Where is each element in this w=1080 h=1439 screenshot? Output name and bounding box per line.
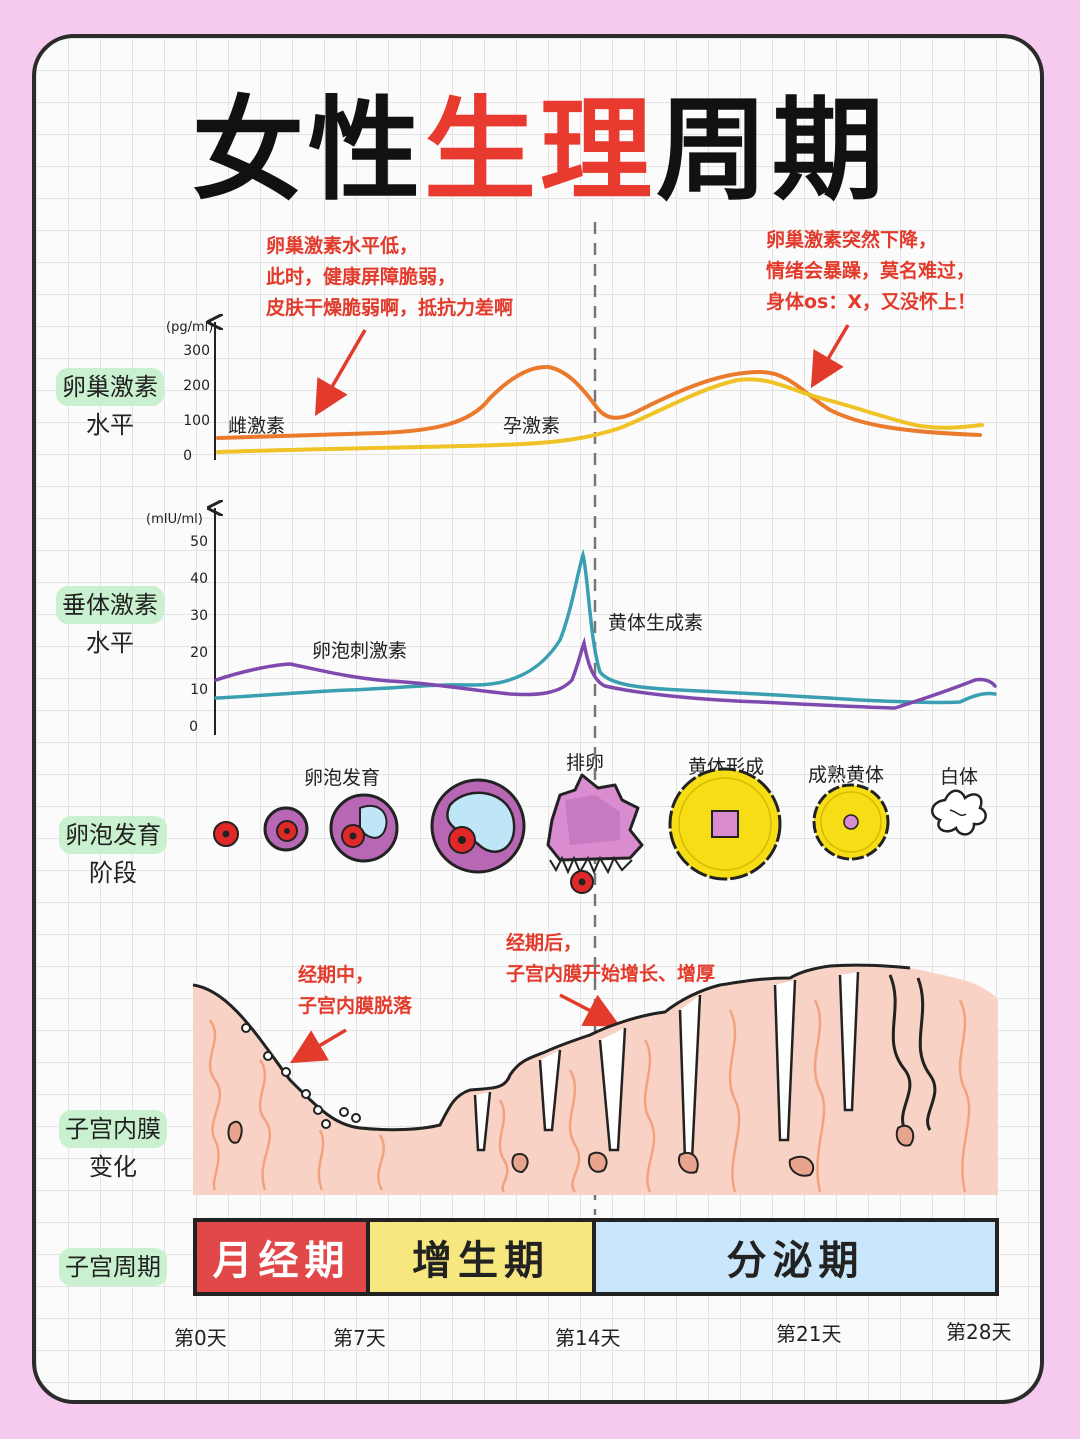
section-label-follicle-line2: 阶段 <box>89 859 137 887</box>
section-label-ovarian: 卵巢激素 水平 <box>45 368 175 444</box>
ovarian-unit: (pg/ml) <box>166 320 214 335</box>
uterine-phase-bar: 月经期 增生期 分泌期 <box>193 1218 999 1296</box>
pituitary-tick: 20 <box>190 645 208 661</box>
follicle-small-1 <box>213 821 239 847</box>
ovarian-tick: 300 <box>183 343 210 359</box>
fsh-curve <box>214 636 997 710</box>
corpus-luteum-forming <box>668 767 782 881</box>
follicle-small-2 <box>263 806 309 852</box>
page-title: 女性生理周期 <box>0 60 1080 222</box>
section-label-endometrium-line2: 变化 <box>89 1153 137 1181</box>
section-label-pituitary-line1: 垂体激素 <box>56 586 164 624</box>
pituitary-tick: 10 <box>190 682 208 698</box>
annotation-menses: 经期中， 子宫内膜脱落 <box>298 960 412 1022</box>
phase-secretory: 分泌期 <box>596 1222 995 1292</box>
annotation-low-hormone-line3: 皮肤干燥脆弱啊，抵抗力差啊 <box>266 297 514 319</box>
section-label-follicle-line1: 卵泡发育 <box>59 816 167 854</box>
annotation-low-hormone-line1: 卵巢激素水平低， <box>266 235 419 257</box>
title-part3: 周期 <box>656 86 888 216</box>
annotation-low-hormone-line2: 此时，健康屏障脆弱， <box>266 266 457 288</box>
annotation-hormone-drop: 卵巢激素突然下降， 情绪会暴躁，莫名难过， 身体os：X，又没怀上！ <box>766 225 976 318</box>
follicle-growing <box>329 793 399 863</box>
annotation-hormone-drop-line2: 情绪会暴躁，莫名难过， <box>766 260 976 282</box>
ovarian-tick: 100 <box>183 413 210 429</box>
pituitary-tick: 30 <box>190 608 208 624</box>
annotation-hormone-drop-line3: 身体os：X，又没怀上！ <box>766 291 977 313</box>
annotation-post-menses-line2: 子宫内膜开始增长、增厚 <box>506 963 716 985</box>
corpus-albicans <box>931 789 987 836</box>
section-label-uterine-cycle-text: 子宫周期 <box>59 1248 167 1286</box>
pituitary-tick: 40 <box>190 571 208 587</box>
section-label-ovarian-line2: 水平 <box>86 411 134 439</box>
title-part2: 生理 <box>424 86 656 216</box>
annotation-post-menses: 经期后， 子宫内膜开始增长、增厚 <box>506 928 715 990</box>
estrogen-curve <box>216 364 982 440</box>
mature-corpus-luteum <box>812 783 890 861</box>
arrow-menses <box>289 1028 347 1064</box>
day-label: 第28天 <box>946 1320 1012 1344</box>
ovarian-tick: 200 <box>183 378 210 394</box>
section-label-pituitary-line2: 水平 <box>86 629 134 657</box>
annotation-menses-line1: 经期中， <box>298 964 375 986</box>
progesterone-curve <box>216 377 984 454</box>
progesterone-label: 孕激素 <box>503 415 561 437</box>
arrow-post-menses <box>559 993 621 1027</box>
annotation-hormone-drop-line1: 卵巢激素突然下降， <box>766 229 938 251</box>
arrow-hormone-drop <box>810 324 850 389</box>
ovarian-tick: 0 <box>183 448 192 464</box>
arrow-low-hormone <box>314 329 367 417</box>
annotation-low-hormone: 卵巢激素水平低， 此时，健康屏障脆弱， 皮肤干燥脆弱啊，抵抗力差啊 <box>266 231 513 324</box>
lh-curve <box>214 548 997 705</box>
estrogen-label: 雌激素 <box>228 415 286 437</box>
day-label: 第21天 <box>776 1322 842 1346</box>
section-label-ovarian-line1: 卵巢激素 <box>56 368 164 406</box>
corpus-albicans-label: 白体 <box>940 766 979 788</box>
day-label: 第7天 <box>333 1326 386 1350</box>
pituitary-unit: (mIU/ml) <box>146 512 203 527</box>
section-label-endometrium: 子宫内膜 变化 <box>48 1110 178 1186</box>
day-label: 第0天 <box>174 1326 227 1350</box>
lh-label: 黄体生成素 <box>608 612 704 634</box>
annotation-menses-line2: 子宫内膜脱落 <box>298 995 413 1017</box>
phase-proliferative: 增生期 <box>370 1222 596 1292</box>
section-label-endometrium-line1: 子宫内膜 <box>59 1110 167 1148</box>
pituitary-tick: 0 <box>189 719 198 735</box>
title-part1: 女性 <box>192 86 424 216</box>
endometrium-illustration <box>192 963 998 1195</box>
day-label: 第14天 <box>555 1326 621 1350</box>
ovulating-follicle <box>546 773 644 894</box>
section-label-follicle: 卵泡发育 阶段 <box>48 816 178 892</box>
pituitary-tick: 50 <box>190 534 208 550</box>
phase-menstrual: 月经期 <box>197 1222 370 1292</box>
follicle-mature <box>430 778 526 874</box>
section-label-uterine-cycle: 子宫周期 <box>48 1248 178 1286</box>
annotation-post-menses-line1: 经期后， <box>506 932 583 954</box>
mature-corpus-luteum-label: 成熟黄体 <box>808 764 885 786</box>
fsh-label: 卵泡刺激素 <box>312 640 408 662</box>
section-label-pituitary: 垂体激素 水平 <box>45 586 175 662</box>
follicle-development-label: 卵泡发育 <box>304 767 381 789</box>
